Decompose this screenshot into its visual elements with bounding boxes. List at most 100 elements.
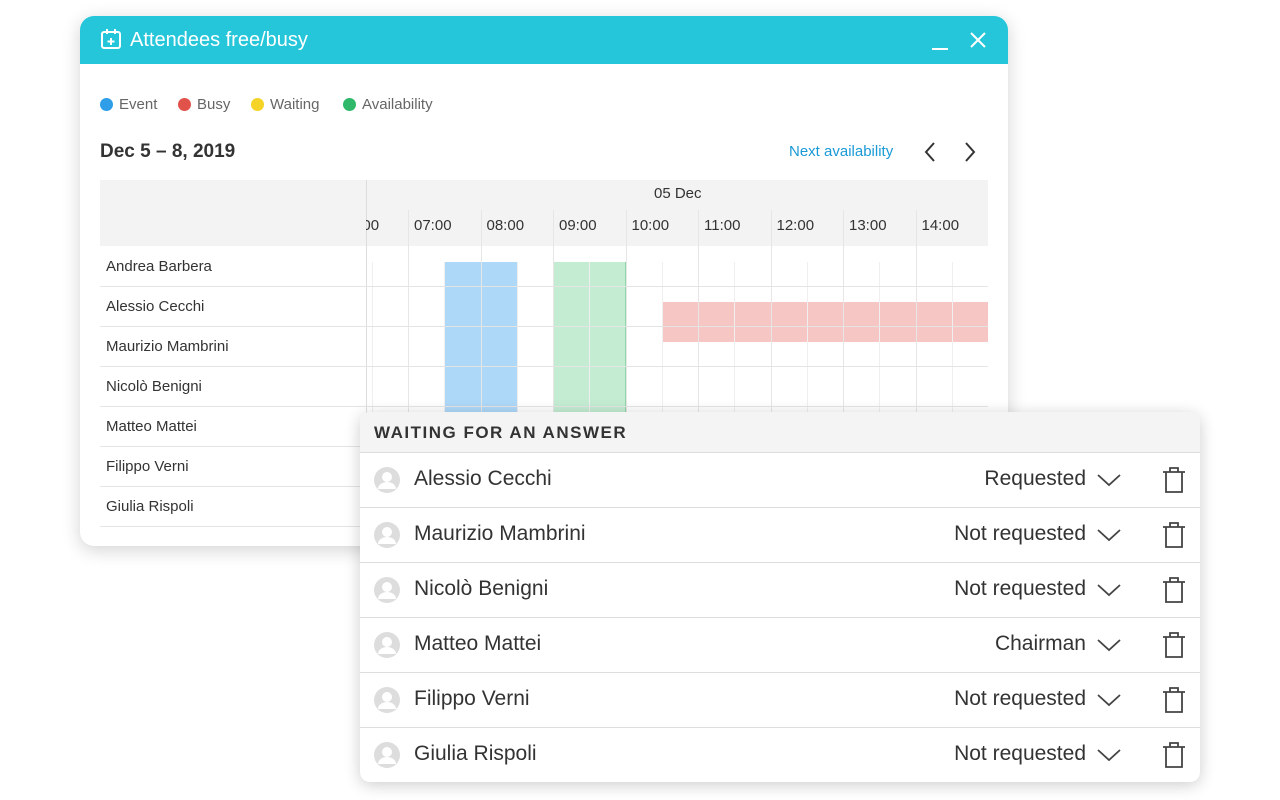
avatar (374, 687, 400, 713)
legend-dot (100, 98, 113, 111)
row-line (100, 406, 988, 407)
attendee-name: Giulia Rispoli (106, 498, 194, 515)
attendee-row: Filippo Verni Not requested (360, 672, 1200, 728)
attendee-name: Giulia Rispoli (414, 742, 537, 765)
attendee-name: Filippo Verni (106, 458, 189, 475)
delete-button[interactable] (1160, 575, 1188, 605)
close-button[interactable] (969, 31, 987, 49)
hour-label: 08:00 (486, 217, 525, 234)
hour-label: 14:00 (921, 217, 960, 234)
avatar (374, 632, 400, 658)
hour-line (698, 210, 699, 546)
legend-item: Availability (343, 96, 433, 113)
panel-title: WAITING FOR AN ANSWER (374, 423, 628, 442)
status-dropdown-arrow[interactable] (1096, 690, 1122, 710)
row-line (100, 326, 988, 327)
hour-line (625, 210, 627, 546)
hour-line (770, 210, 772, 546)
row-line (100, 366, 988, 367)
hour-label: 06:00 (366, 217, 380, 234)
half-hour-line (661, 262, 663, 546)
window-title: Attendees free/busy (130, 29, 308, 51)
status[interactable]: Not requested (954, 742, 1086, 765)
legend-label: Event (119, 96, 158, 113)
avatar (374, 522, 400, 548)
status-dropdown-arrow[interactable] (1096, 745, 1122, 765)
avatar (374, 467, 400, 493)
free-busy-window: Attendees free/busy Dec 5 – 8, 2019 Next… (80, 16, 1008, 546)
hour-label: 10:00 (631, 217, 670, 234)
status[interactable]: Not requested (954, 577, 1086, 600)
legend-label: Busy (197, 96, 231, 113)
waiting-panel: WAITING FOR AN ANSWER Alessio Cecchi Requ… (360, 412, 1200, 782)
hour-label: 12:00 (776, 217, 815, 234)
next-availability-link[interactable]: Next availability (789, 143, 894, 160)
attendee-name: Matteo Mattei (106, 418, 197, 435)
calendar-icon (101, 29, 121, 49)
attendee-row: Giulia Rispoli Not requested (360, 727, 1200, 782)
attendee-name: Maurizio Mambrini (106, 338, 229, 355)
hour-label: 13:00 (849, 217, 887, 234)
half-hour-line (589, 262, 590, 546)
legend-label: Waiting (270, 96, 320, 113)
legend-dot (178, 98, 191, 111)
nav-arrows[interactable] (920, 140, 980, 164)
grid-header (100, 180, 988, 246)
legend-dot (343, 98, 356, 111)
attendee-name: Alessio Cecchi (106, 298, 205, 315)
attendee-name: Andrea Barbera (106, 258, 212, 275)
legend-item: Busy (178, 96, 230, 113)
status-dropdown-arrow[interactable] (1096, 635, 1122, 655)
half-hour-line (951, 262, 953, 546)
half-hour-line (444, 262, 445, 546)
hour-label: 11:00 (704, 217, 741, 234)
status[interactable]: Not requested (954, 522, 1086, 545)
avatar (374, 577, 400, 603)
legend-item: Event (100, 96, 157, 113)
attendee-name: Filippo Verni (414, 687, 530, 710)
hour-label: 09:00 (559, 217, 597, 234)
attendee-name: Maurizio Mambrini (414, 522, 586, 545)
attendee-name: Matteo Mattei (414, 632, 542, 655)
legend-label: Availability (362, 96, 433, 113)
status-dropdown-arrow[interactable] (1096, 470, 1122, 490)
status[interactable]: Chairman (994, 632, 1086, 655)
status[interactable]: Not requested (954, 687, 1086, 710)
status-dropdown-arrow[interactable] (1096, 525, 1122, 545)
attendee-row: Maurizio Mambrini Not requested (360, 507, 1200, 563)
status[interactable]: Requested (984, 467, 1086, 490)
row-line (100, 286, 988, 287)
day-label: 05 Dec (654, 185, 702, 202)
legend-item: Waiting (251, 96, 319, 113)
attendee-row: Alessio Cecchi Requested (360, 452, 1200, 508)
status-dropdown-arrow[interactable] (1096, 580, 1122, 600)
hour-line (915, 210, 917, 546)
legend-dot (251, 98, 264, 111)
hour-line (843, 210, 844, 546)
half-hour-line (734, 262, 735, 546)
minimize-button[interactable] (930, 32, 950, 52)
half-hour-line (371, 262, 373, 546)
half-hour-line (516, 262, 518, 546)
hour-line (553, 210, 554, 546)
hour-line (480, 210, 482, 546)
delete-button[interactable] (1160, 520, 1188, 550)
panel-header: WAITING FOR AN ANSWER (360, 412, 1200, 453)
window-header: Attendees free/busy (80, 16, 1008, 64)
delete-button[interactable] (1160, 465, 1188, 495)
delete-button[interactable] (1160, 630, 1188, 660)
avatar (374, 742, 400, 768)
half-hour-line (879, 262, 880, 546)
hour-line (408, 210, 409, 546)
attendee-name: Alessio Cecchi (414, 467, 552, 490)
attendee-name: Nicolò Benigni (414, 577, 549, 600)
attendee-row: Matteo Mattei Chairman (360, 617, 1200, 673)
date-range: Dec 5 – 8, 2019 (100, 141, 236, 162)
hour-label: 07:00 (414, 217, 452, 234)
delete-button[interactable] (1160, 685, 1188, 715)
busy-block (662, 302, 988, 342)
delete-button[interactable] (1160, 740, 1188, 770)
attendee-row: Nicolò Benigni Not requested (360, 562, 1200, 618)
half-hour-line (806, 262, 808, 546)
